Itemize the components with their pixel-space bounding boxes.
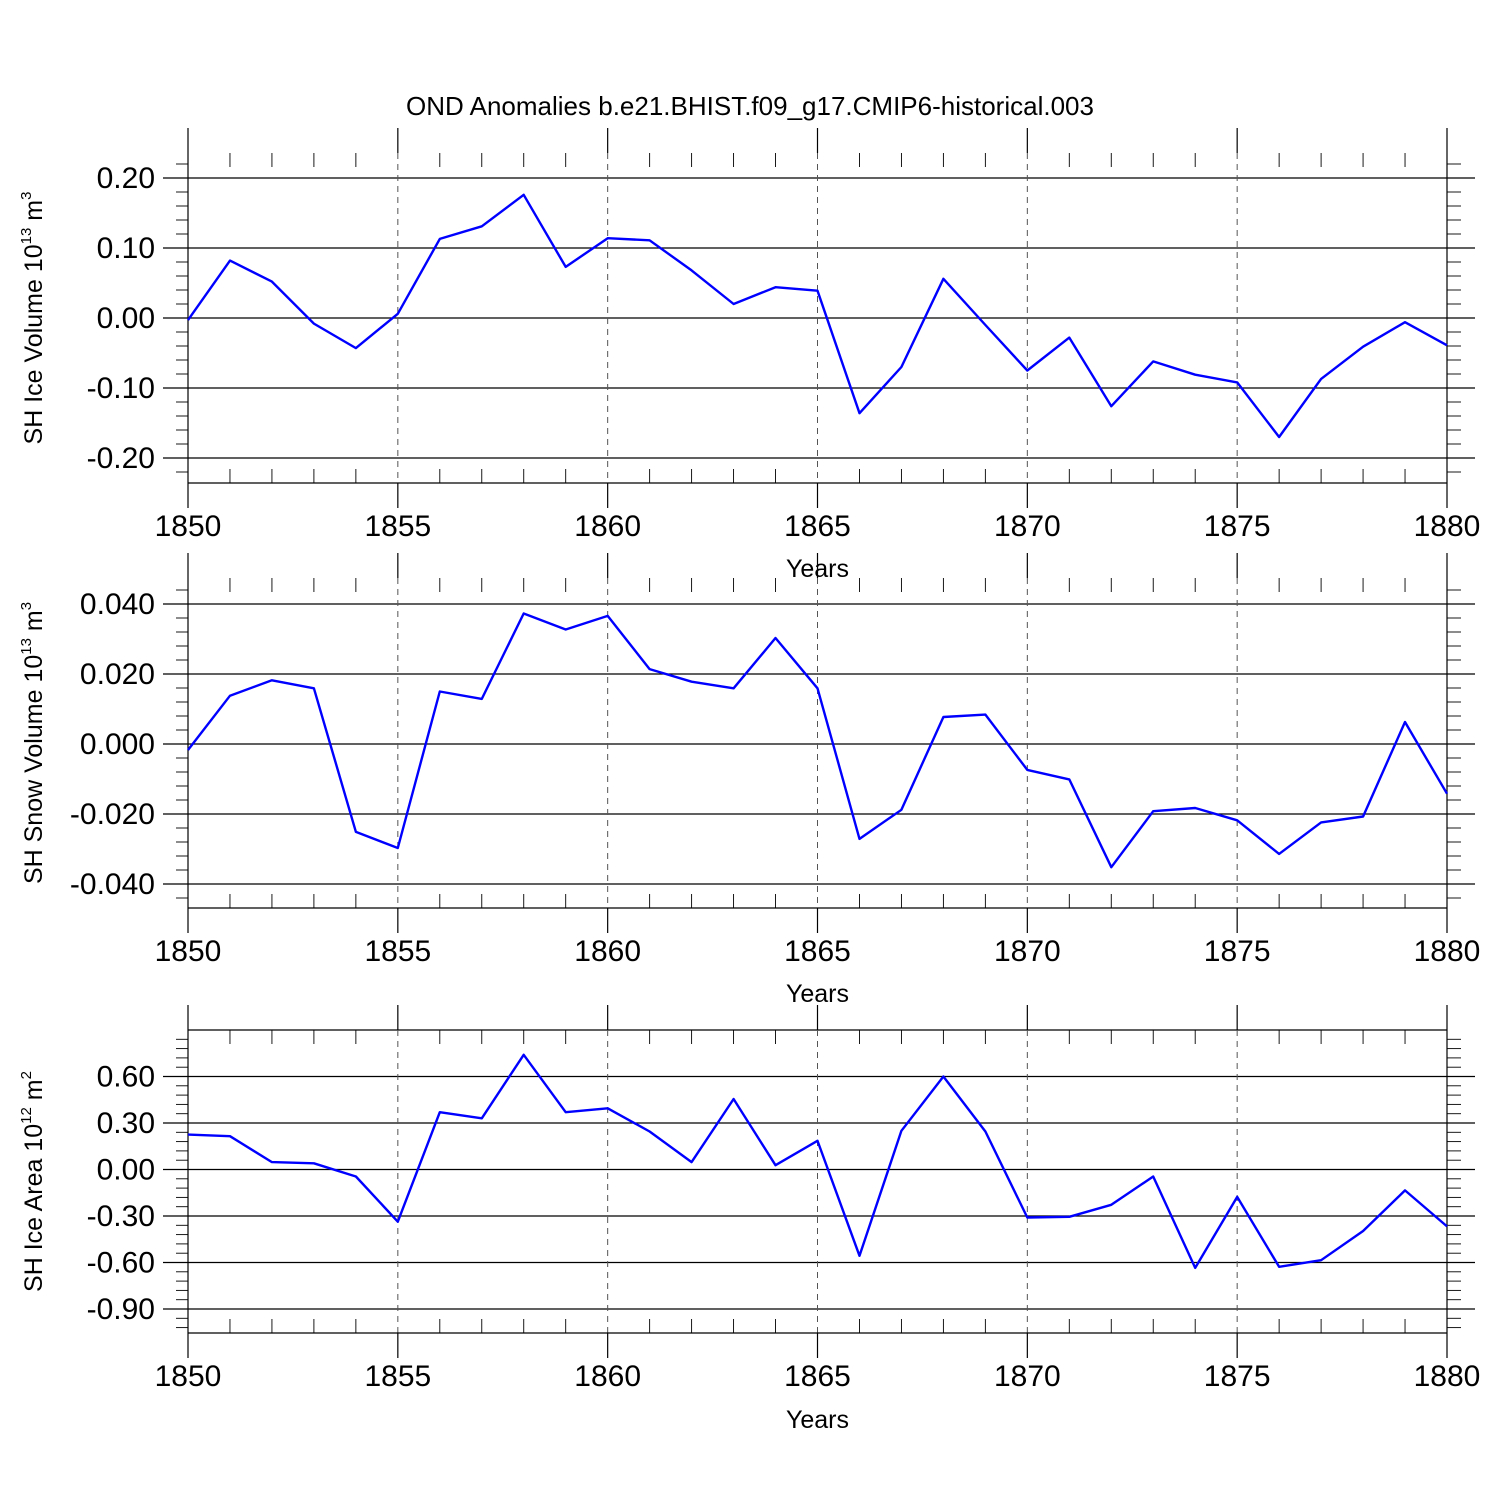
- figure-title: OND Anomalies b.e21.BHIST.f09_g17.CMIP6-…: [406, 91, 1094, 121]
- y-tick-label-2: 0.00: [97, 302, 155, 335]
- panels: -0.20 -0.10 0.00 0.10 0.20 1850 1855 1860 1865 18…: [18, 128, 1480, 1434]
- y-tick-label-4: 0.30: [97, 1107, 155, 1140]
- y-tick-label-0: -0.90: [87, 1293, 155, 1326]
- y-tick-label-4: 0.040: [80, 588, 155, 621]
- y-tick-label-2: 0.000: [80, 728, 155, 761]
- y-axis-title: SH Ice Volume 1013 m3: [18, 192, 48, 445]
- y-tick-label-1: -0.10: [87, 372, 155, 405]
- x-tick-label-1: 1855: [364, 510, 431, 543]
- y-tick-label-1: -0.60: [87, 1247, 155, 1280]
- x-axis-title: Years: [786, 1406, 849, 1434]
- x-tick-label-0: 1850: [155, 510, 222, 543]
- x-tick-label-6: 1880: [1414, 510, 1481, 543]
- x-tick-label-6: 1880: [1414, 1360, 1481, 1393]
- y-tick-label-4: 0.20: [97, 162, 155, 195]
- x-tick-label-5: 1875: [1204, 1360, 1271, 1393]
- y-axis-title: SH Ice Area 1012 m2: [18, 1071, 48, 1292]
- x-tick-label-5: 1875: [1204, 935, 1271, 968]
- x-tick-label-1: 1855: [364, 1360, 431, 1393]
- y-tick-label-2: -0.30: [87, 1200, 155, 1233]
- panel-1: -0.20 -0.10 0.00 0.10 0.20 1850 1855 1860 1865 18…: [18, 128, 1480, 583]
- x-tick-label-3: 1865: [784, 510, 851, 543]
- y-tick-label-0: -0.040: [70, 868, 155, 901]
- x-tick-label-3: 1865: [784, 935, 851, 968]
- x-tick-label-2: 1860: [574, 1360, 641, 1393]
- x-tick-label-6: 1880: [1414, 935, 1481, 968]
- x-tick-label-0: 1850: [155, 935, 222, 968]
- x-tick-label-5: 1875: [1204, 510, 1271, 543]
- y-axis-title: SH Snow Volume 1013 m3: [18, 602, 48, 884]
- panel-3: -0.90 -0.60 -0.30 0.00 0.30 0.60 1850 1855 1860 1…: [18, 1005, 1480, 1434]
- x-tick-label-4: 1870: [994, 935, 1061, 968]
- x-tick-label-3: 1865: [784, 1360, 851, 1393]
- y-tick-label-1: -0.020: [70, 798, 155, 831]
- x-tick-label-2: 1860: [574, 510, 641, 543]
- x-tick-label-4: 1870: [994, 510, 1061, 543]
- panel-2: -0.040 -0.020 0.000 0.020 0.040 1850 1855 1860 1…: [18, 553, 1480, 1008]
- series-line: [187, 612, 1449, 869]
- x-axis-title: Years: [786, 980, 849, 1008]
- y-tick-label-3: 0.00: [97, 1154, 155, 1187]
- x-tick-label-1: 1855: [364, 935, 431, 968]
- x-tick-label-4: 1870: [994, 1360, 1061, 1393]
- y-tick-label-5: 0.60: [97, 1061, 155, 1094]
- y-tick-label-3: 0.10: [97, 232, 155, 265]
- x-tick-label-2: 1860: [574, 935, 641, 968]
- series-line: [187, 1053, 1448, 1270]
- y-tick-label-0: -0.20: [87, 442, 155, 475]
- y-tick-label-3: 0.020: [80, 658, 155, 691]
- x-tick-label-0: 1850: [155, 1360, 222, 1393]
